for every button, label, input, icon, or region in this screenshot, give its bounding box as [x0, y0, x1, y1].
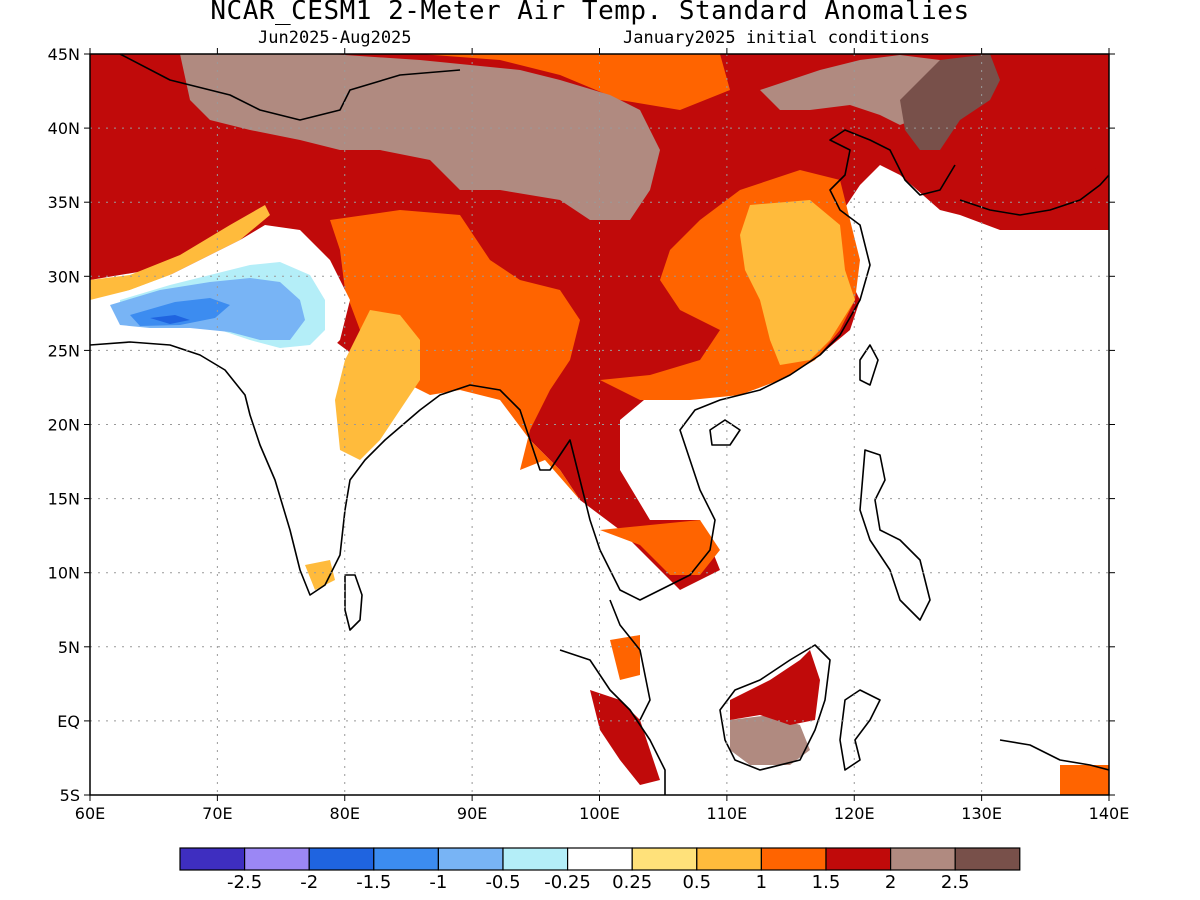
coastline-sulawesi	[839, 689, 881, 771]
lon-tick-label: 110E	[707, 804, 748, 823]
lon-tick-label: 120E	[834, 804, 875, 823]
coastline-borneo	[719, 644, 831, 771]
lon-tick-label: 130E	[961, 804, 1002, 823]
anomaly-brown-korea	[900, 54, 1000, 150]
lat-tick-label: 30N	[48, 267, 80, 286]
colorbar-swatch	[825, 847, 892, 871]
coastline-sri-lanka	[344, 574, 363, 631]
colorbar-swatch	[373, 847, 439, 871]
colorbar-swatch	[566, 847, 633, 871]
colorbar-label: 2.5	[941, 872, 970, 893]
season-subtitle: Jun2025-Aug2025	[258, 28, 412, 48]
anomaly-tan-borneo	[730, 715, 810, 765]
anomaly-red-region	[90, 54, 1109, 590]
colorbar-swatch	[889, 847, 956, 871]
anomaly-orange-southasia	[330, 210, 720, 575]
colorbar-label: 2	[885, 872, 896, 893]
colorbar-swatch	[760, 847, 827, 871]
colorbar-swatch	[179, 847, 246, 871]
anomaly-orange-png	[1060, 765, 1109, 795]
anomaly-orange-malay	[610, 635, 640, 680]
anomaly-tan-mongolia	[180, 54, 660, 220]
lat-tick-label: 15N	[48, 490, 80, 509]
colorbar-label: -2.5	[227, 872, 262, 893]
lat-tick-label: 35N	[48, 193, 80, 212]
lat-tick-label: 40N	[48, 119, 80, 138]
colorbar-label: -0.25	[544, 872, 591, 893]
lat-tick-label: 5S	[60, 786, 80, 805]
axis-ticks: 60E 70E 80E 90E 100E 110E 120E 130E 140E 45N 40N 35…	[48, 45, 1130, 823]
colorbar-swatch	[502, 847, 569, 871]
anomaly-lightorange-india	[335, 310, 420, 460]
colorbar-label: 1.5	[812, 872, 841, 893]
lat-tick-label: 25N	[48, 341, 80, 360]
lat-tick-label: 10N	[48, 564, 80, 583]
anomaly-lightorange-china	[740, 200, 855, 365]
coastline-taiwan	[859, 344, 879, 386]
colorbar-swatch	[954, 847, 1021, 871]
map-title: NCAR_CESM1 2-Meter Air Temp. Standard An…	[210, 0, 970, 26]
coastline-sumatra	[559, 649, 666, 795]
coastline-philippines	[859, 449, 931, 621]
colorbar-swatch	[437, 847, 504, 871]
lon-tick-label: 60E	[75, 804, 105, 823]
coastline-mainland	[90, 129, 956, 601]
anomaly-darkblue	[150, 315, 190, 324]
colorbar-swatch	[308, 847, 375, 871]
colorbar-label: 0.5	[682, 872, 711, 893]
lat-tick-label: 20N	[48, 416, 80, 435]
colorbar-label: 1	[756, 872, 767, 893]
colorbar-label: -1.5	[356, 872, 391, 893]
lat-tick-label: EQ	[57, 712, 80, 731]
coastline-new-guinea	[999, 739, 1109, 771]
lon-tick-label: 100E	[579, 804, 620, 823]
colorbar-label: -0.5	[485, 872, 520, 893]
coastline-inland-border	[119, 54, 461, 121]
colorbar-swatch	[631, 847, 698, 871]
lat-tick-label: 45N	[48, 45, 80, 64]
colorbar: -2.5 -2 -1.5 -1 -0.5 -0.25 0.25 0.5 1 1.5 2 2.5	[179, 847, 1021, 893]
lon-tick-label: 80E	[330, 804, 360, 823]
coastline-malay-peninsula	[609, 599, 651, 721]
colorbar-label: -1	[429, 872, 447, 893]
lon-tick-label: 90E	[457, 804, 487, 823]
colorbar-swatch	[696, 847, 762, 871]
coastline-hainan	[709, 419, 741, 446]
anomaly-red-borneo	[730, 650, 820, 725]
gridlines	[90, 54, 1109, 795]
lon-tick-label: 70E	[202, 804, 232, 823]
anomaly-red-sumatra	[590, 690, 660, 785]
anomaly-field	[90, 54, 1109, 795]
colorbar-swatch	[244, 847, 310, 871]
lat-tick-label: 5N	[58, 638, 80, 657]
lon-tick-label: 140E	[1089, 804, 1130, 823]
coastlines	[90, 54, 1109, 795]
anomaly-orange-north	[420, 54, 730, 110]
init-subtitle: January2025 initial conditions	[623, 28, 931, 48]
colorbar-label: -2	[300, 872, 318, 893]
coastline-japan	[959, 174, 1109, 216]
colorbar-label: 0.25	[612, 872, 652, 893]
anomaly-lightorange-west	[90, 205, 270, 300]
anomaly-lightorange-srilanka	[305, 560, 335, 590]
